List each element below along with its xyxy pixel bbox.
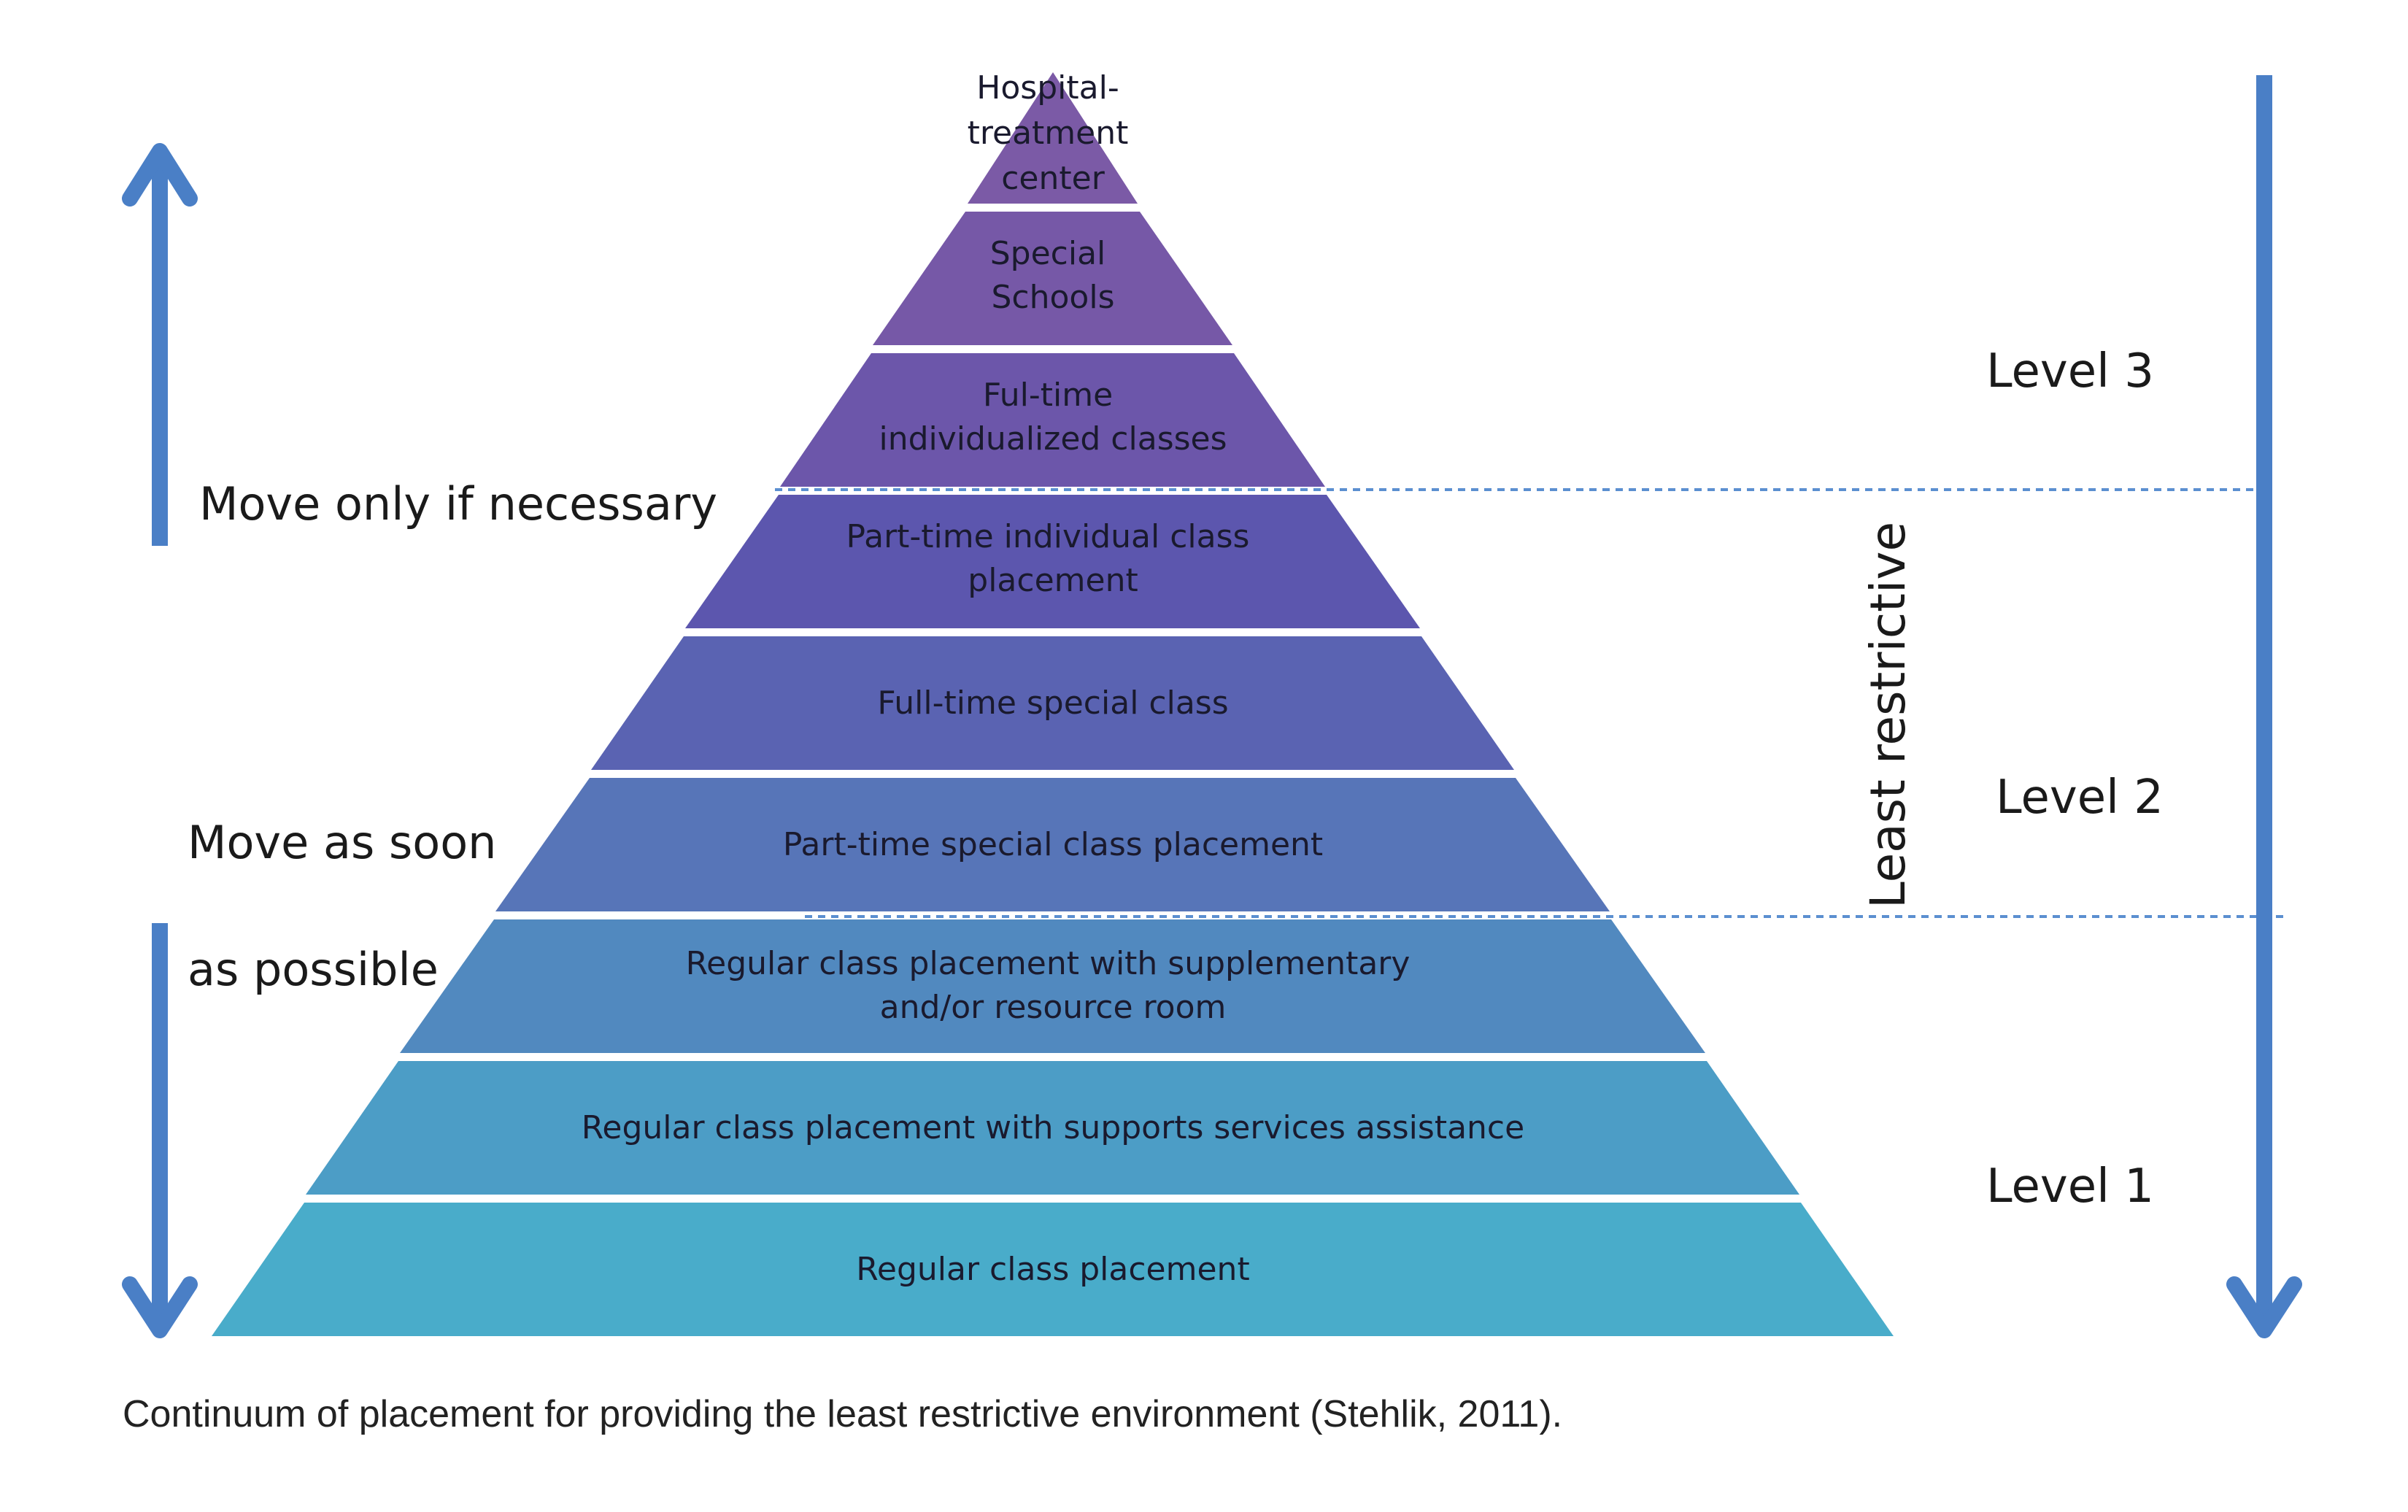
tier-regular-supplementary-label: Regular class placement with supplementa… — [686, 945, 1421, 1026]
tier-hospital-shape — [968, 72, 1138, 204]
level-3-label: Level 3 — [1986, 344, 2154, 398]
level-2-label: Level 2 — [1996, 771, 2164, 825]
least-restrictive-label: Least restrictive — [1860, 522, 1916, 909]
tier-fulltime-special-label: Full-time special class — [877, 684, 1228, 722]
tier-special-schools-label: Special Schools — [990, 235, 1116, 316]
tier-parttime-special-shape — [495, 778, 1610, 911]
figure-caption: Continuum of placement for providing the… — [123, 1393, 1562, 1435]
tier-parttime-special-label: Part-time special class placement — [783, 826, 1323, 863]
tier-fulltime-special-shape — [591, 636, 1514, 770]
tier-parttime-individual-shape — [685, 495, 1420, 628]
as-possible-label: as possible — [188, 943, 439, 996]
tier-parttime-individual-label: Part-time individual class placement — [846, 518, 1260, 599]
placement-pyramid: Hospital- treatment center Special Schoo… — [212, 69, 1894, 1336]
tier-regular-supports-label: Regular class placement with supports se… — [582, 1109, 1524, 1146]
level-1-label: Level 1 — [1986, 1160, 2154, 1214]
tier-regular-supplementary-shape — [400, 919, 1705, 1053]
move-down-arrow — [122, 923, 198, 1338]
tier-regular-label: Regular class placement — [856, 1251, 1249, 1288]
tier-regular-supports-shape — [306, 1061, 1799, 1195]
move-up-arrow — [122, 143, 198, 546]
restrictiveness-arrow — [2226, 75, 2302, 1338]
tier-fulltime-individualized-label: Ful-time individualized classes — [879, 377, 1227, 458]
move-as-soon-label: Move as soon — [188, 816, 496, 869]
tier-regular-shape — [212, 1203, 1894, 1336]
tier-special-schools-shape — [873, 212, 1232, 345]
move-only-if-necessary-label: Move only if necessary — [199, 477, 717, 531]
tier-fulltime-individualized-shape — [780, 353, 1325, 487]
tier-hospital-label: Hospital- treatment center — [968, 69, 1139, 197]
